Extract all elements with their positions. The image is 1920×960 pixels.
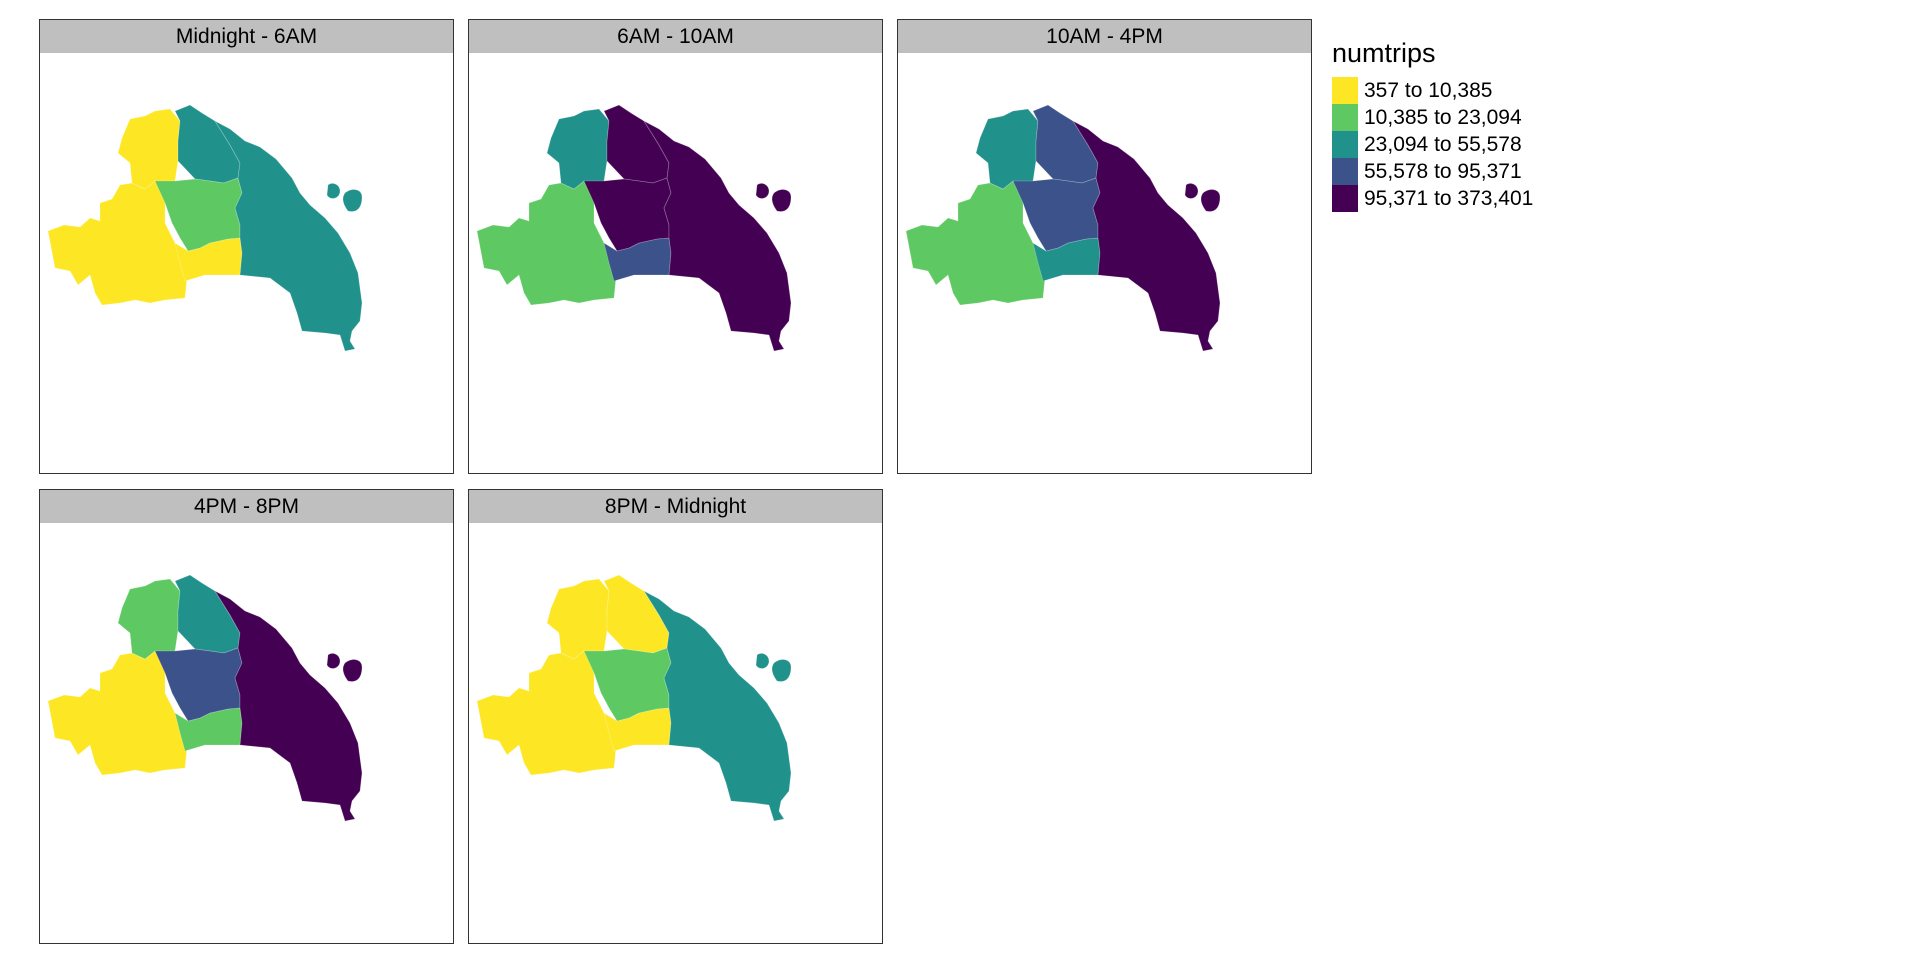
choropleth-map <box>476 104 792 352</box>
legend-swatch <box>1332 104 1358 131</box>
map-region-nw <box>546 578 610 664</box>
map-region-east <box>1071 119 1221 352</box>
map-region-nw <box>117 108 181 194</box>
legend-item: 55,578 to 95,371 <box>1332 158 1533 185</box>
map-region-islands <box>326 653 363 682</box>
map-region-islands <box>755 653 792 682</box>
facet-title: Midnight - 6AM <box>39 19 454 54</box>
map-region-nw <box>546 108 610 194</box>
facet-title: 4PM - 8PM <box>39 489 454 524</box>
legend-swatch <box>1332 77 1358 104</box>
legend-swatch <box>1332 185 1358 212</box>
map-frame <box>468 523 883 944</box>
map-frame <box>39 523 454 944</box>
legend-label: 357 to 10,385 <box>1364 78 1493 102</box>
map-frame <box>897 53 1312 474</box>
legend-swatch <box>1332 131 1358 158</box>
map-legend: numtrips 357 to 10,385 10,385 to 23,094 … <box>1332 38 1533 212</box>
map-region-islands <box>755 183 792 212</box>
facet-panel: Midnight - 6AM <box>39 19 454 474</box>
choropleth-map <box>476 574 792 822</box>
legend-label: 10,385 to 23,094 <box>1364 105 1522 129</box>
facet-title: 8PM - Midnight <box>468 489 883 524</box>
map-region-east <box>642 589 792 822</box>
legend-label: 55,578 to 95,371 <box>1364 159 1522 183</box>
map-region-nw <box>117 578 181 664</box>
map-region-islands <box>326 183 363 212</box>
legend-title: numtrips <box>1332 38 1436 68</box>
legend-item: 95,371 to 373,401 <box>1332 185 1533 212</box>
map-frame <box>39 53 454 474</box>
map-frame <box>468 53 883 474</box>
map-region-east <box>213 589 363 822</box>
legend-swatch <box>1332 158 1358 185</box>
facet-title: 6AM - 10AM <box>468 19 883 54</box>
choropleth-map <box>905 104 1221 352</box>
legend-label: 23,094 to 55,578 <box>1364 132 1522 156</box>
facet-panel: 6AM - 10AM <box>468 19 883 474</box>
facet-panel: 4PM - 8PM <box>39 489 454 944</box>
facet-panel: 10AM - 4PM <box>897 19 1312 474</box>
legend-item: 23,094 to 55,578 <box>1332 131 1533 158</box>
choropleth-map <box>47 574 363 822</box>
legend-label: 95,371 to 373,401 <box>1364 186 1534 210</box>
map-region-east <box>642 119 792 352</box>
map-region-islands <box>1184 183 1221 212</box>
legend-item: 357 to 10,385 <box>1332 77 1533 104</box>
map-region-nw <box>975 108 1039 194</box>
map-region-east <box>213 119 363 352</box>
choropleth-map <box>47 104 363 352</box>
legend-item: 10,385 to 23,094 <box>1332 104 1533 131</box>
facet-title: 10AM - 4PM <box>897 19 1312 54</box>
facet-panel: 8PM - Midnight <box>468 489 883 944</box>
